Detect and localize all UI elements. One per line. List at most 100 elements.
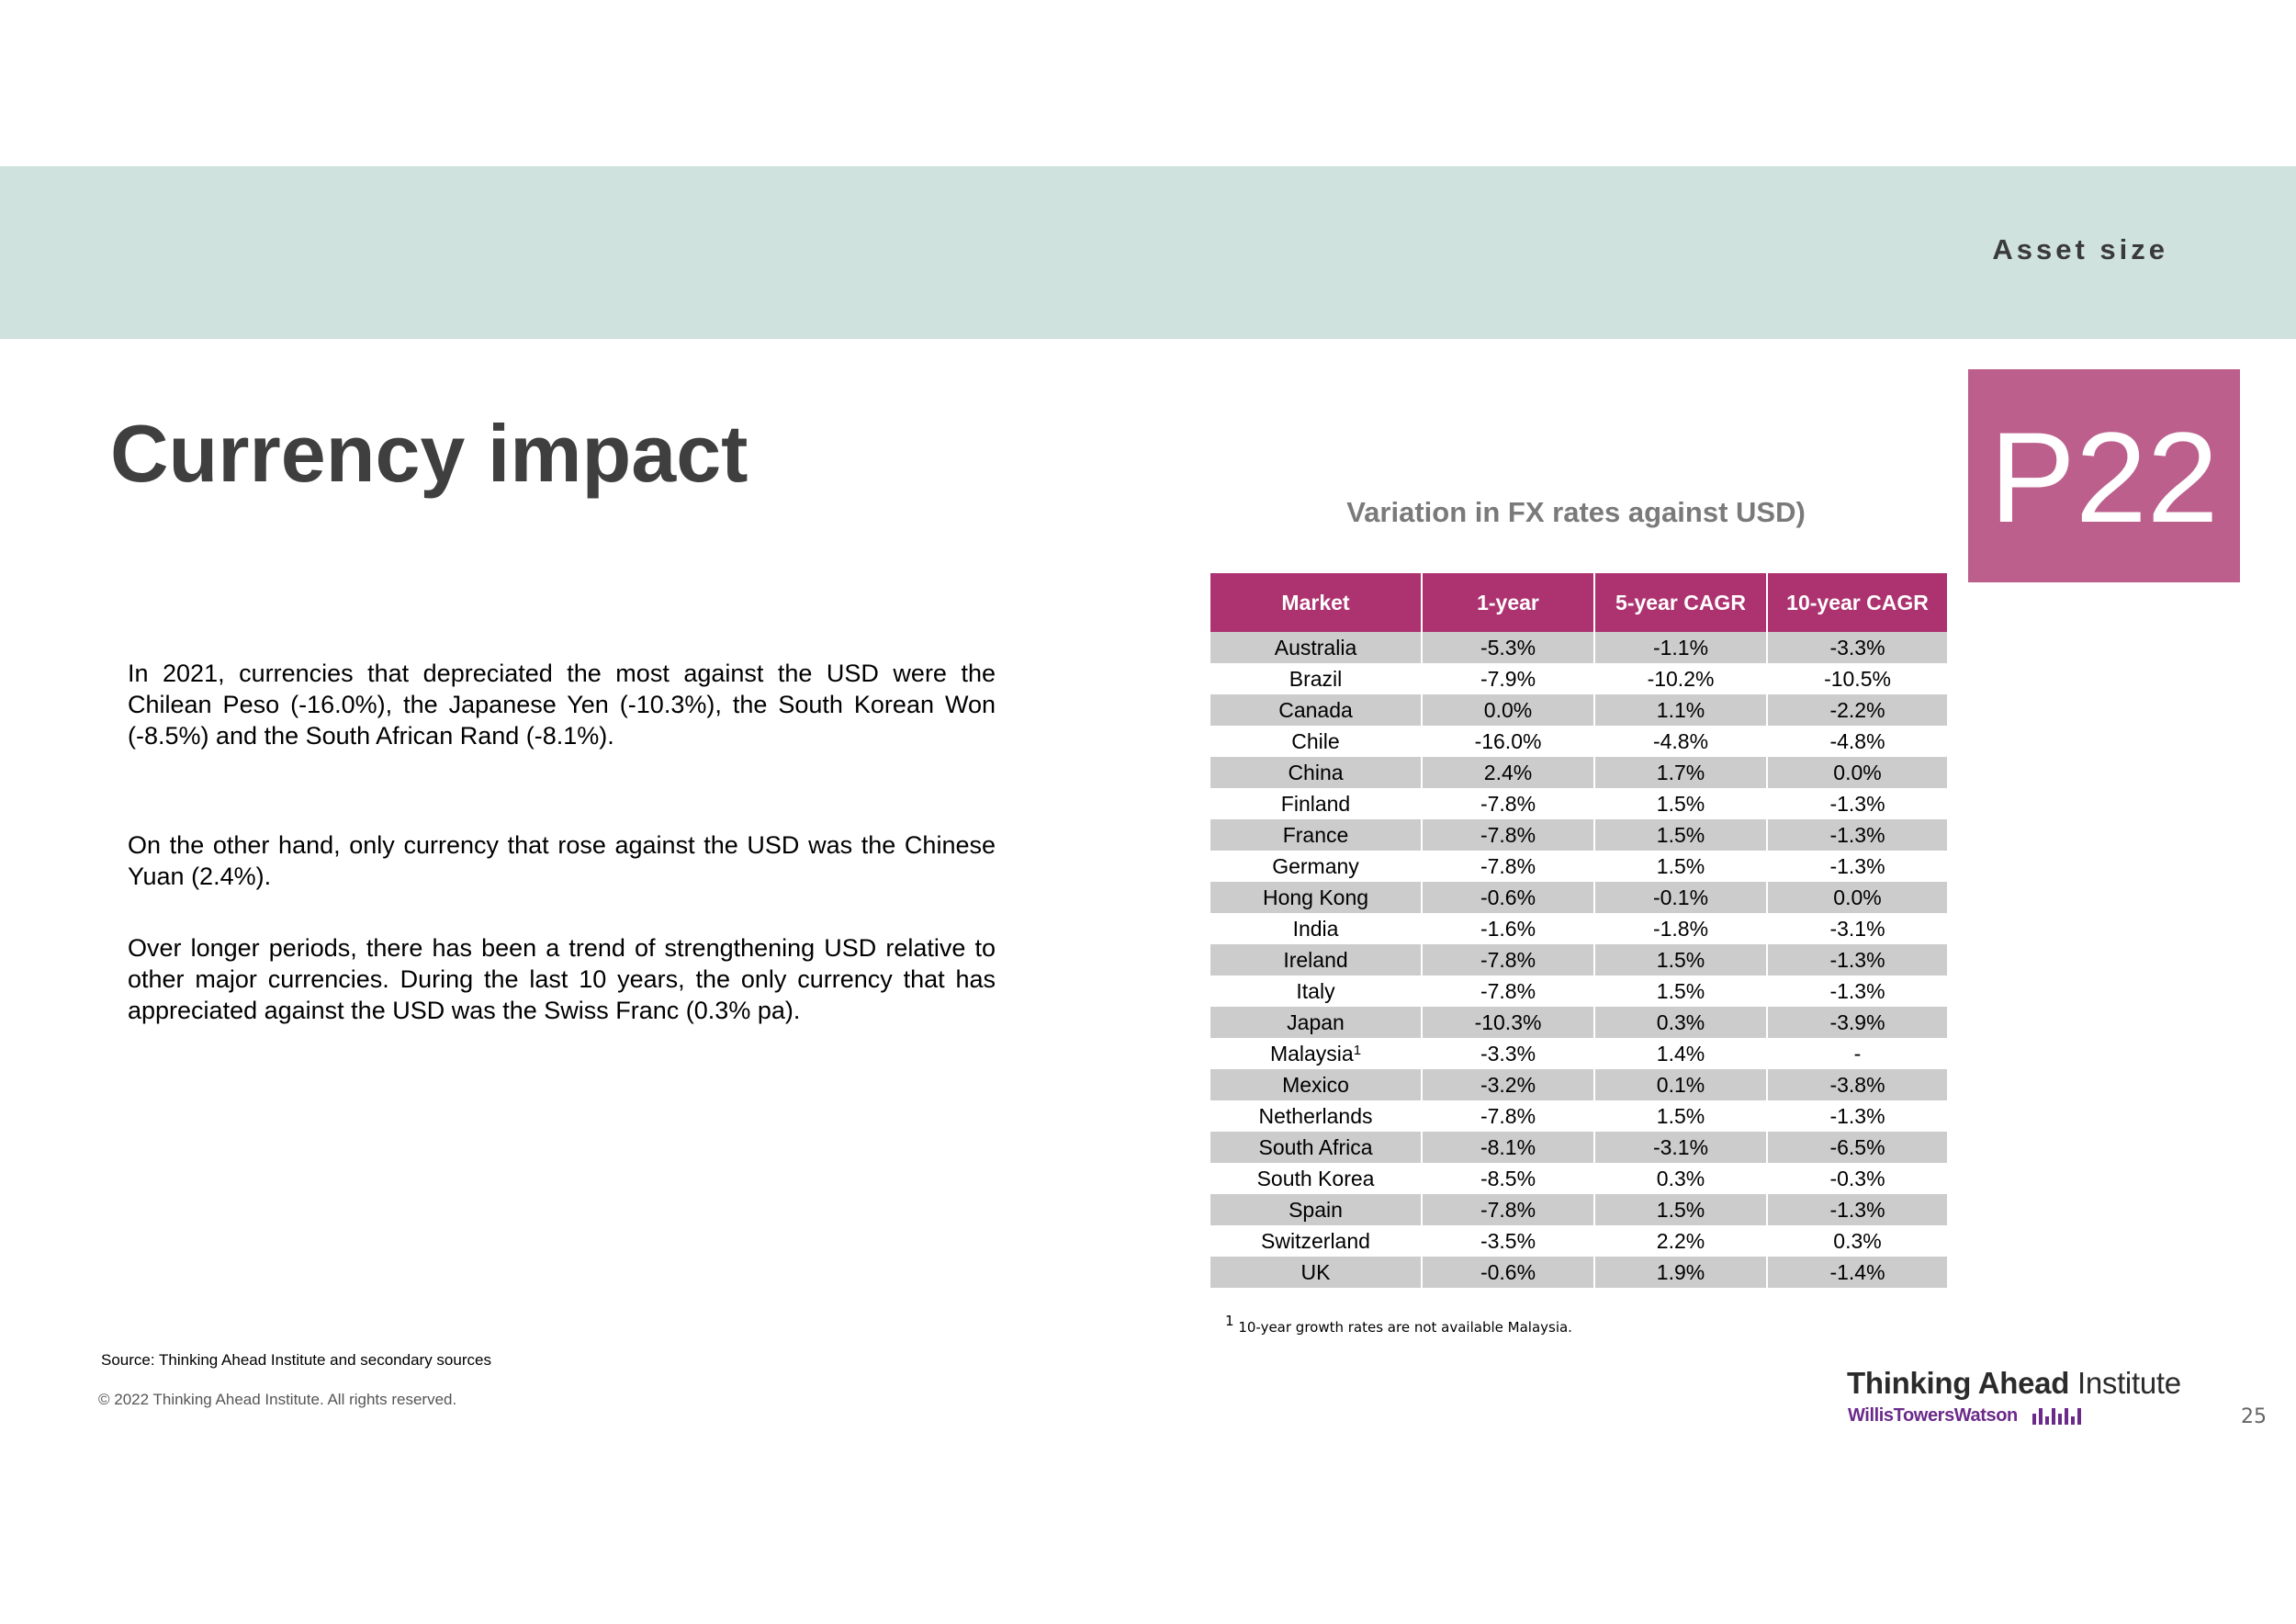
cell-market: Malaysia1 (1210, 1038, 1423, 1069)
cell-one-year: -8.1% (1422, 1132, 1595, 1163)
fx-rates-table: Market 1-year 5-year CAGR 10-year CAGR A… (1210, 573, 1947, 1288)
table-row: China 2.4% 1.7% 0.0% (1210, 757, 1947, 788)
cell-five-year: -1.8% (1594, 913, 1768, 944)
cell-one-year: -7.8% (1422, 944, 1595, 976)
cell-five-year: 1.5% (1594, 1194, 1768, 1225)
cell-market: Italy (1210, 976, 1423, 1007)
cell-market: India (1210, 913, 1423, 944)
cell-one-year: -3.3% (1422, 1038, 1595, 1069)
table-row: France -7.8% 1.5% -1.3% (1210, 819, 1947, 851)
cell-one-year: -0.6% (1422, 1257, 1595, 1288)
cell-market: South Africa (1210, 1132, 1423, 1163)
cell-one-year: 0.0% (1422, 694, 1595, 726)
cell-ten-year: -0.3% (1767, 1163, 1947, 1194)
cell-market: Japan (1210, 1007, 1423, 1038)
cell-ten-year: -3.9% (1767, 1007, 1947, 1038)
cell-five-year: 0.1% (1594, 1069, 1768, 1100)
cell-market: UK (1210, 1257, 1423, 1288)
table-row: India -1.6% -1.8% -3.1% (1210, 913, 1947, 944)
cell-five-year: 1.1% (1594, 694, 1768, 726)
cell-five-year: -0.1% (1594, 882, 1768, 913)
cell-market: Finland (1210, 788, 1423, 819)
table-row: Hong Kong -0.6% -0.1% 0.0% (1210, 882, 1947, 913)
cell-market: Ireland (1210, 944, 1423, 976)
cell-ten-year: -2.2% (1767, 694, 1947, 726)
table-row: Finland -7.8% 1.5% -1.3% (1210, 788, 1947, 819)
table-row: Spain -7.8% 1.5% -1.3% (1210, 1194, 1947, 1225)
header-10-year-cagr: 10-year CAGR (1767, 573, 1947, 632)
cell-market: Mexico (1210, 1069, 1423, 1100)
section-label: Asset size (1992, 233, 2168, 265)
table-row: UK -0.6% 1.9% -1.4% (1210, 1257, 1947, 1288)
cell-one-year: -7.8% (1422, 976, 1595, 1007)
table-row: Netherlands -7.8% 1.5% -1.3% (1210, 1100, 1947, 1132)
cell-five-year: 1.5% (1594, 819, 1768, 851)
cell-ten-year: -1.3% (1767, 944, 1947, 976)
body-paragraph-2: On the other hand, only currency that ro… (128, 831, 996, 890)
cell-one-year: -3.2% (1422, 1069, 1595, 1100)
cell-market: Netherlands (1210, 1100, 1423, 1132)
footnote-marker: 1 (1225, 1313, 1234, 1329)
cell-one-year: -16.0% (1422, 726, 1595, 757)
table-footnote: 1 10-year growth rates are not available… (1225, 1314, 1572, 1336)
cell-ten-year: -1.4% (1767, 1257, 1947, 1288)
wtw-logo-mark-icon (2032, 1407, 2081, 1425)
cell-market: Hong Kong (1210, 882, 1423, 913)
header-1-year: 1-year (1422, 573, 1595, 632)
footnote-text: 10-year growth rates are not available M… (1238, 1319, 1572, 1336)
cell-one-year: -5.3% (1422, 632, 1595, 663)
cell-ten-year: - (1767, 1038, 1947, 1069)
cell-five-year: 1.9% (1594, 1257, 1768, 1288)
cell-five-year: -4.8% (1594, 726, 1768, 757)
cell-one-year: -10.3% (1422, 1007, 1595, 1038)
page-badge: P22 (1968, 369, 2240, 582)
body-paragraph-3: Over longer periods, there has been a tr… (128, 934, 996, 1024)
cell-one-year: -7.8% (1422, 851, 1595, 882)
table-row: Canada 0.0% 1.1% -2.2% (1210, 694, 1947, 726)
thinking-ahead-logo: Thinking Ahead Institute (1847, 1366, 2181, 1401)
cell-ten-year: -3.1% (1767, 913, 1947, 944)
cell-ten-year: -1.3% (1767, 819, 1947, 851)
table-row: South Korea -8.5% 0.3% -0.3% (1210, 1163, 1947, 1194)
cell-market: Canada (1210, 694, 1423, 726)
table-row: Japan -10.3% 0.3% -3.9% (1210, 1007, 1947, 1038)
table-row: Ireland -7.8% 1.5% -1.3% (1210, 944, 1947, 976)
table-row: Malaysia1 -3.3% 1.4% - (1210, 1038, 1947, 1069)
cell-ten-year: -4.8% (1767, 726, 1947, 757)
cell-one-year: -0.6% (1422, 882, 1595, 913)
table-row: Italy -7.8% 1.5% -1.3% (1210, 976, 1947, 1007)
logo-main-bold: Thinking Ahead (1847, 1366, 2070, 1400)
cell-five-year: 1.7% (1594, 757, 1768, 788)
cell-ten-year: -1.3% (1767, 1194, 1947, 1225)
table-row: Brazil -7.9% -10.2% -10.5% (1210, 663, 1947, 694)
cell-market: Chile (1210, 726, 1423, 757)
table-title: Variation in FX rates against USD) (1346, 496, 1806, 528)
cell-five-year: 1.5% (1594, 976, 1768, 1007)
cell-ten-year: -1.3% (1767, 1100, 1947, 1132)
cell-market: France (1210, 819, 1423, 851)
cell-ten-year: -10.5% (1767, 663, 1947, 694)
cell-one-year: 2.4% (1422, 757, 1595, 788)
cell-one-year: -7.8% (1422, 1194, 1595, 1225)
cell-market: Australia (1210, 632, 1423, 663)
cell-market: South Korea (1210, 1163, 1423, 1194)
header-band (0, 166, 2296, 339)
table-row: Mexico -3.2% 0.1% -3.8% (1210, 1069, 1947, 1100)
cell-one-year: -7.9% (1422, 663, 1595, 694)
cell-five-year: 1.5% (1594, 788, 1768, 819)
cell-one-year: -8.5% (1422, 1163, 1595, 1194)
cell-ten-year: -1.3% (1767, 788, 1947, 819)
cell-ten-year: 0.0% (1767, 757, 1947, 788)
wtw-logo: WillisTowersWatson (1848, 1405, 2081, 1427)
cell-five-year: -10.2% (1594, 663, 1768, 694)
table-row: Germany -7.8% 1.5% -1.3% (1210, 851, 1947, 882)
page-title: Currency impact (110, 408, 748, 499)
cell-ten-year: -6.5% (1767, 1132, 1947, 1163)
cell-five-year: 1.5% (1594, 1100, 1768, 1132)
logo-main-rest: Institute (2069, 1366, 2181, 1400)
cell-five-year: 2.2% (1594, 1225, 1768, 1257)
table-row: Australia -5.3% -1.1% -3.3% (1210, 632, 1947, 663)
cell-five-year: 1.5% (1594, 851, 1768, 882)
table-row: Switzerland -3.5% 2.2% 0.3% (1210, 1225, 1947, 1257)
cell-market: China (1210, 757, 1423, 788)
